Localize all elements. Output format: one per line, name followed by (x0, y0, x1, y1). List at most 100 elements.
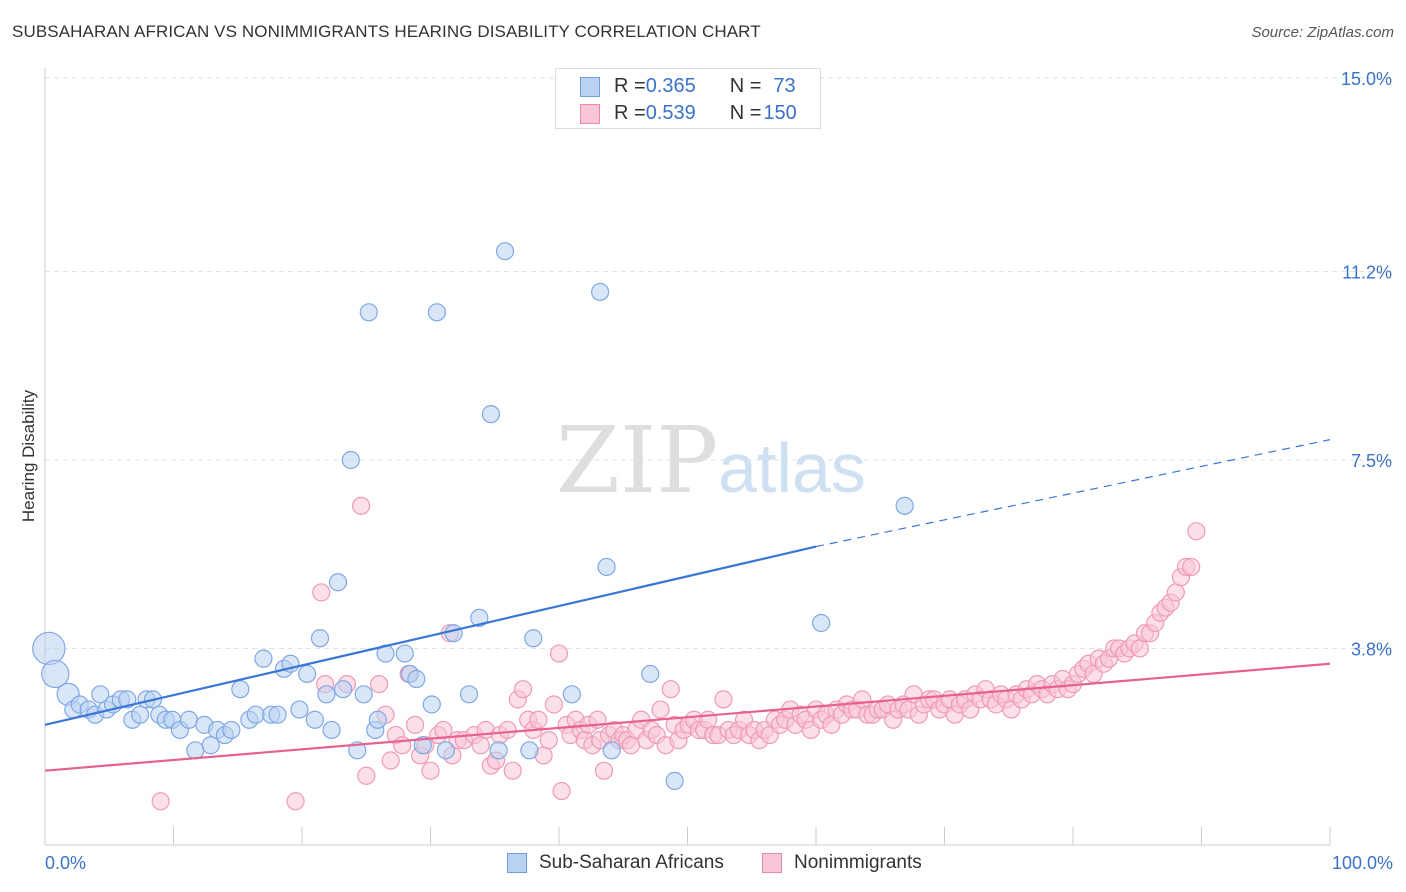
y-tick-label: 3.8% (1351, 639, 1392, 659)
y-axis-label: Hearing Disability (19, 389, 38, 522)
point-nonimmigrant (352, 496, 371, 515)
point-sub-saharan (91, 685, 110, 704)
stats-row-pink: R = 0.539 N = 150 (580, 102, 797, 125)
legend-label: Nonimmigrants (794, 852, 922, 873)
stats-n-value: 73 (773, 75, 796, 97)
point-sub-saharan (41, 659, 70, 689)
point-sub-saharan (186, 741, 205, 760)
point-sub-saharan (290, 700, 309, 719)
legend-item-nonimmigrants[interactable]: Nonimmigrants (762, 852, 922, 874)
point-sub-saharan (470, 608, 489, 627)
x-tick-label: 0.0% (45, 853, 86, 873)
point-sub-saharan (32, 631, 66, 666)
stats-n-label: N = (729, 102, 762, 124)
stats-swatch-blue (580, 76, 600, 97)
legend-swatch-pink (762, 853, 782, 873)
point-sub-saharan (201, 736, 220, 755)
stats-r-value: 0.539 (645, 102, 696, 124)
point-sub-saharan (231, 680, 250, 699)
point-nonimmigrant (381, 751, 400, 770)
point-nonimmigrant (698, 710, 718, 729)
y-tick-label: 7.5% (1351, 451, 1392, 471)
point-nonimmigrant (513, 680, 533, 699)
point-sub-saharan (665, 771, 684, 790)
point-sub-saharan (481, 405, 500, 424)
point-sub-saharan (602, 741, 621, 760)
point-nonimmigrant (286, 792, 305, 811)
point-sub-saharan (591, 282, 610, 302)
point-sub-saharan (322, 720, 341, 740)
point-sub-saharan (436, 741, 456, 760)
point-sub-saharan (407, 669, 426, 689)
point-nonimmigrant (151, 792, 170, 811)
legend-item-sub-saharan[interactable]: Sub-Saharan Africans (507, 852, 724, 874)
point-nonimmigrant (498, 720, 517, 740)
point-sub-saharan (310, 629, 330, 648)
point-sub-saharan (179, 710, 199, 729)
stats-legend: R = 0.365 N = 73 R = 0.539 N = 150 (555, 68, 821, 129)
watermark-zip: ZIP (556, 407, 718, 514)
point-sub-saharan (812, 613, 831, 633)
stats-r-label: R = (614, 102, 646, 124)
trend-line-sub-saharan-extension (815, 439, 1331, 548)
point-nonimmigrant (1166, 583, 1185, 602)
point-nonimmigrant (370, 675, 389, 694)
x-tick-label: 100.0% (1332, 853, 1393, 873)
point-nonimmigrant (594, 761, 614, 780)
trend-line-nonimmigrants (44, 662, 1331, 772)
source-label: Source: ZipAtlas.com (1251, 24, 1394, 41)
point-nonimmigrant (661, 680, 680, 699)
point-nonimmigrant (393, 736, 412, 755)
point-sub-saharan (641, 664, 660, 684)
point-sub-saharan (495, 242, 515, 261)
point-nonimmigrant (1182, 557, 1201, 577)
trend-line-sub-saharan (44, 545, 817, 726)
point-nonimmigrant (434, 720, 453, 740)
series-sub-saharan-africans (32, 242, 914, 790)
point-nonimmigrant (1187, 522, 1206, 541)
watermark-atlas: atlas (718, 429, 866, 507)
point-sub-saharan (427, 303, 447, 322)
point-nonimmigrant (357, 766, 376, 785)
point-sub-saharan (341, 450, 360, 470)
point-sub-saharan (222, 720, 241, 740)
tick-labels: 3.8% 7.5% 11.2% 15.0% 0.0% 100.0% (45, 69, 1393, 873)
point-nonimmigrant (544, 695, 563, 714)
point-sub-saharan (444, 624, 463, 643)
point-sub-saharan (317, 685, 336, 704)
point-nonimmigrant (421, 761, 440, 780)
point-sub-saharan (562, 685, 581, 704)
point-sub-saharan (254, 649, 273, 668)
point-sub-saharan (520, 741, 539, 760)
point-nonimmigrant (621, 736, 641, 755)
point-sub-saharan (305, 710, 324, 729)
legend-swatch-blue (507, 853, 527, 873)
point-sub-saharan (246, 705, 265, 724)
point-nonimmigrant (539, 731, 558, 750)
point-nonimmigrant (529, 710, 548, 729)
point-sub-saharan (524, 629, 543, 648)
point-nonimmigrant (405, 715, 425, 734)
point-sub-saharan (895, 496, 914, 515)
point-sub-saharan (413, 736, 432, 755)
y-tick-label: 15.0% (1341, 69, 1392, 89)
trend-lines (44, 439, 1331, 772)
stats-r-value: 0.365 (645, 75, 696, 97)
stats-n-label: N = (729, 75, 762, 97)
stats-r-label: R = (614, 75, 646, 97)
stats-swatch-pink (580, 103, 600, 124)
point-nonimmigrant (503, 761, 522, 780)
point-sub-saharan (118, 690, 137, 709)
point-sub-saharan (368, 710, 387, 729)
point-nonimmigrant (552, 781, 571, 801)
series-nonimmigrants (151, 496, 1206, 811)
point-nonimmigrant (312, 583, 331, 602)
point-sub-saharan (268, 705, 287, 724)
point-nonimmigrant (1130, 639, 1149, 658)
stats-row-blue: R = 0.365 N = 73 (580, 75, 796, 98)
point-sub-saharan (422, 695, 441, 714)
point-nonimmigrant (714, 690, 733, 709)
point-sub-saharan (597, 557, 616, 577)
point-sub-saharan (359, 303, 378, 322)
